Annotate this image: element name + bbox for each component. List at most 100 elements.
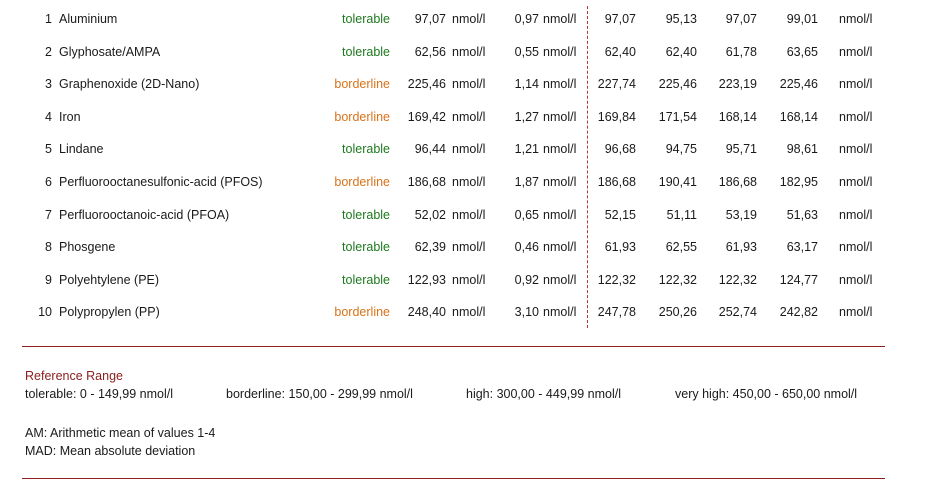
value-3: 168,14 — [718, 109, 757, 124]
unit-label: nmol/l — [543, 44, 577, 59]
value-4: 242,82 — [779, 305, 818, 320]
status-label: borderline — [334, 109, 390, 124]
substance-name: Lindane — [59, 142, 104, 157]
reference-range-title: Reference Range — [25, 369, 123, 383]
value-1: 247,78 — [597, 305, 636, 320]
status-label: borderline — [334, 175, 390, 189]
arithmetic-mean: 62,56 — [414, 44, 446, 59]
arithmetic-mean: 62,39 — [414, 240, 446, 255]
value-3: 186,68 — [718, 175, 757, 189]
value-2: 51,11 — [666, 207, 697, 222]
unit-label: nmol/l — [543, 272, 577, 287]
unit-label: nmol/l — [839, 305, 873, 320]
unit-label: nmol/l — [839, 175, 873, 189]
value-2: 122,32 — [658, 272, 697, 287]
mean-absolute-deviation: 0,97 — [514, 12, 539, 26]
value-4: 98,61 — [786, 142, 818, 157]
reference-tolerable: tolerable: 0 - 149,99 nmol/l — [25, 387, 174, 401]
substance-name: Graphenoxide (2D-Nano) — [59, 77, 200, 92]
mean-absolute-deviation: 1,27 — [514, 109, 539, 124]
mean-absolute-deviation: 1,21 — [514, 142, 539, 157]
value-3: 95,71 — [725, 142, 757, 157]
status-label: tolerable — [342, 272, 390, 287]
unit-label: nmol/l — [543, 109, 577, 124]
mean-absolute-deviation: 0,65 — [514, 207, 539, 222]
reference-very-high: very high: 450,00 - 650,00 nmol/l — [675, 387, 858, 401]
row-number: 4 — [45, 109, 52, 124]
unit-label: nmol/l — [452, 109, 486, 124]
unit-label: nmol/l — [452, 175, 486, 189]
value-2: 94,75 — [665, 142, 697, 157]
arithmetic-mean: 52,02 — [414, 207, 446, 222]
unit-label: nmol/l — [543, 207, 577, 222]
unit-label: nmol/l — [839, 142, 873, 157]
status-label: borderline — [334, 77, 390, 92]
row-number: 7 — [45, 207, 52, 222]
value-1: 52,15 — [604, 207, 636, 222]
unit-label: nmol/l — [543, 12, 577, 26]
table-row: 5 Lindane tolerable 96,44 nmol/l 1,21 nmol/l 96… — [0, 139, 925, 159]
status-label: borderline — [334, 305, 390, 320]
divider-top — [22, 346, 885, 347]
value-3: 252,74 — [718, 305, 757, 320]
mean-absolute-deviation: 1,14 — [514, 77, 539, 92]
value-2: 95,13 — [665, 12, 697, 26]
unit-label: nmol/l — [543, 305, 577, 320]
row-number: 3 — [45, 77, 52, 92]
value-4: 99,01 — [786, 12, 818, 26]
status-label: tolerable — [342, 207, 390, 222]
table-row: 9 Polyehtylene (PE) tolerable 122,93 nmol/l 0… — [0, 270, 925, 290]
substance-name: Iron — [59, 109, 81, 124]
value-1: 61,93 — [604, 240, 636, 255]
unit-label: nmol/l — [839, 12, 873, 26]
value-4: 225,46 — [779, 77, 818, 92]
value-3: 61,78 — [725, 44, 757, 59]
value-1: 62,40 — [604, 44, 636, 59]
value-1: 169,84 — [597, 109, 636, 124]
arithmetic-mean: 225,46 — [407, 77, 446, 92]
reference-high: high: 300,00 - 449,99 nmol/l — [466, 387, 621, 401]
unit-label: nmol/l — [839, 109, 873, 124]
substance-name: Perfluorooctanesulfonic-acid (PFOS) — [59, 175, 263, 189]
unit-label: nmol/l — [452, 77, 486, 92]
mean-absolute-deviation: 0,55 — [514, 44, 539, 59]
column-separator — [587, 6, 588, 328]
value-4: 63,65 — [786, 44, 818, 59]
value-2: 62,55 — [665, 240, 697, 255]
unit-label: nmol/l — [839, 44, 873, 59]
unit-label: nmol/l — [839, 240, 873, 255]
substance-name: Polypropylen (PP) — [59, 305, 160, 320]
table-row: 7 Perfluorooctanoic-acid (PFOA) tolerable 5… — [0, 205, 925, 225]
value-2: 171,54 — [658, 109, 697, 124]
value-4: 51,63 — [786, 207, 818, 222]
table-row: 6 Perfluorooctanesulfonic-acid (PFOS) bord… — [0, 172, 925, 192]
table-row: 3 Graphenoxide (2D-Nano) borderline 225,46 n… — [0, 74, 925, 94]
table-row: 2 Glyphosate/AMPA tolerable 62,56 nmol/l 0,55… — [0, 42, 925, 62]
row-number: 6 — [45, 175, 52, 189]
value-1: 96,68 — [604, 142, 636, 157]
value-4: 63,17 — [786, 240, 818, 255]
table-row: 4 Iron borderline 169,42 nmol/l 1,27 nmol/l 169… — [0, 107, 925, 127]
substance-name: Aluminium — [59, 12, 118, 26]
unit-label: nmol/l — [452, 44, 486, 59]
value-4: 182,95 — [779, 175, 818, 189]
value-2: 62,40 — [665, 44, 697, 59]
unit-label: nmol/l — [452, 240, 486, 255]
divider-bottom — [22, 478, 885, 479]
reference-borderline: borderline: 150,00 - 299,99 nmol/l — [226, 387, 413, 401]
value-2: 250,26 — [658, 305, 697, 320]
unit-label: nmol/l — [839, 207, 873, 222]
row-number: 5 — [45, 142, 52, 157]
value-1: 186,68 — [597, 175, 636, 189]
unit-label: nmol/l — [452, 12, 486, 26]
mean-absolute-deviation: 0,46 — [514, 240, 539, 255]
status-label: tolerable — [342, 44, 390, 59]
value-2: 190,41 — [658, 175, 697, 189]
note-am: AM: Arithmetic mean of values 1-4 — [25, 426, 216, 440]
row-number: 8 — [45, 240, 52, 255]
unit-label: nmol/l — [452, 305, 486, 320]
value-3: 97,07 — [725, 12, 757, 26]
status-label: tolerable — [342, 240, 390, 255]
unit-label: nmol/l — [543, 77, 577, 92]
unit-label: nmol/l — [543, 142, 577, 157]
